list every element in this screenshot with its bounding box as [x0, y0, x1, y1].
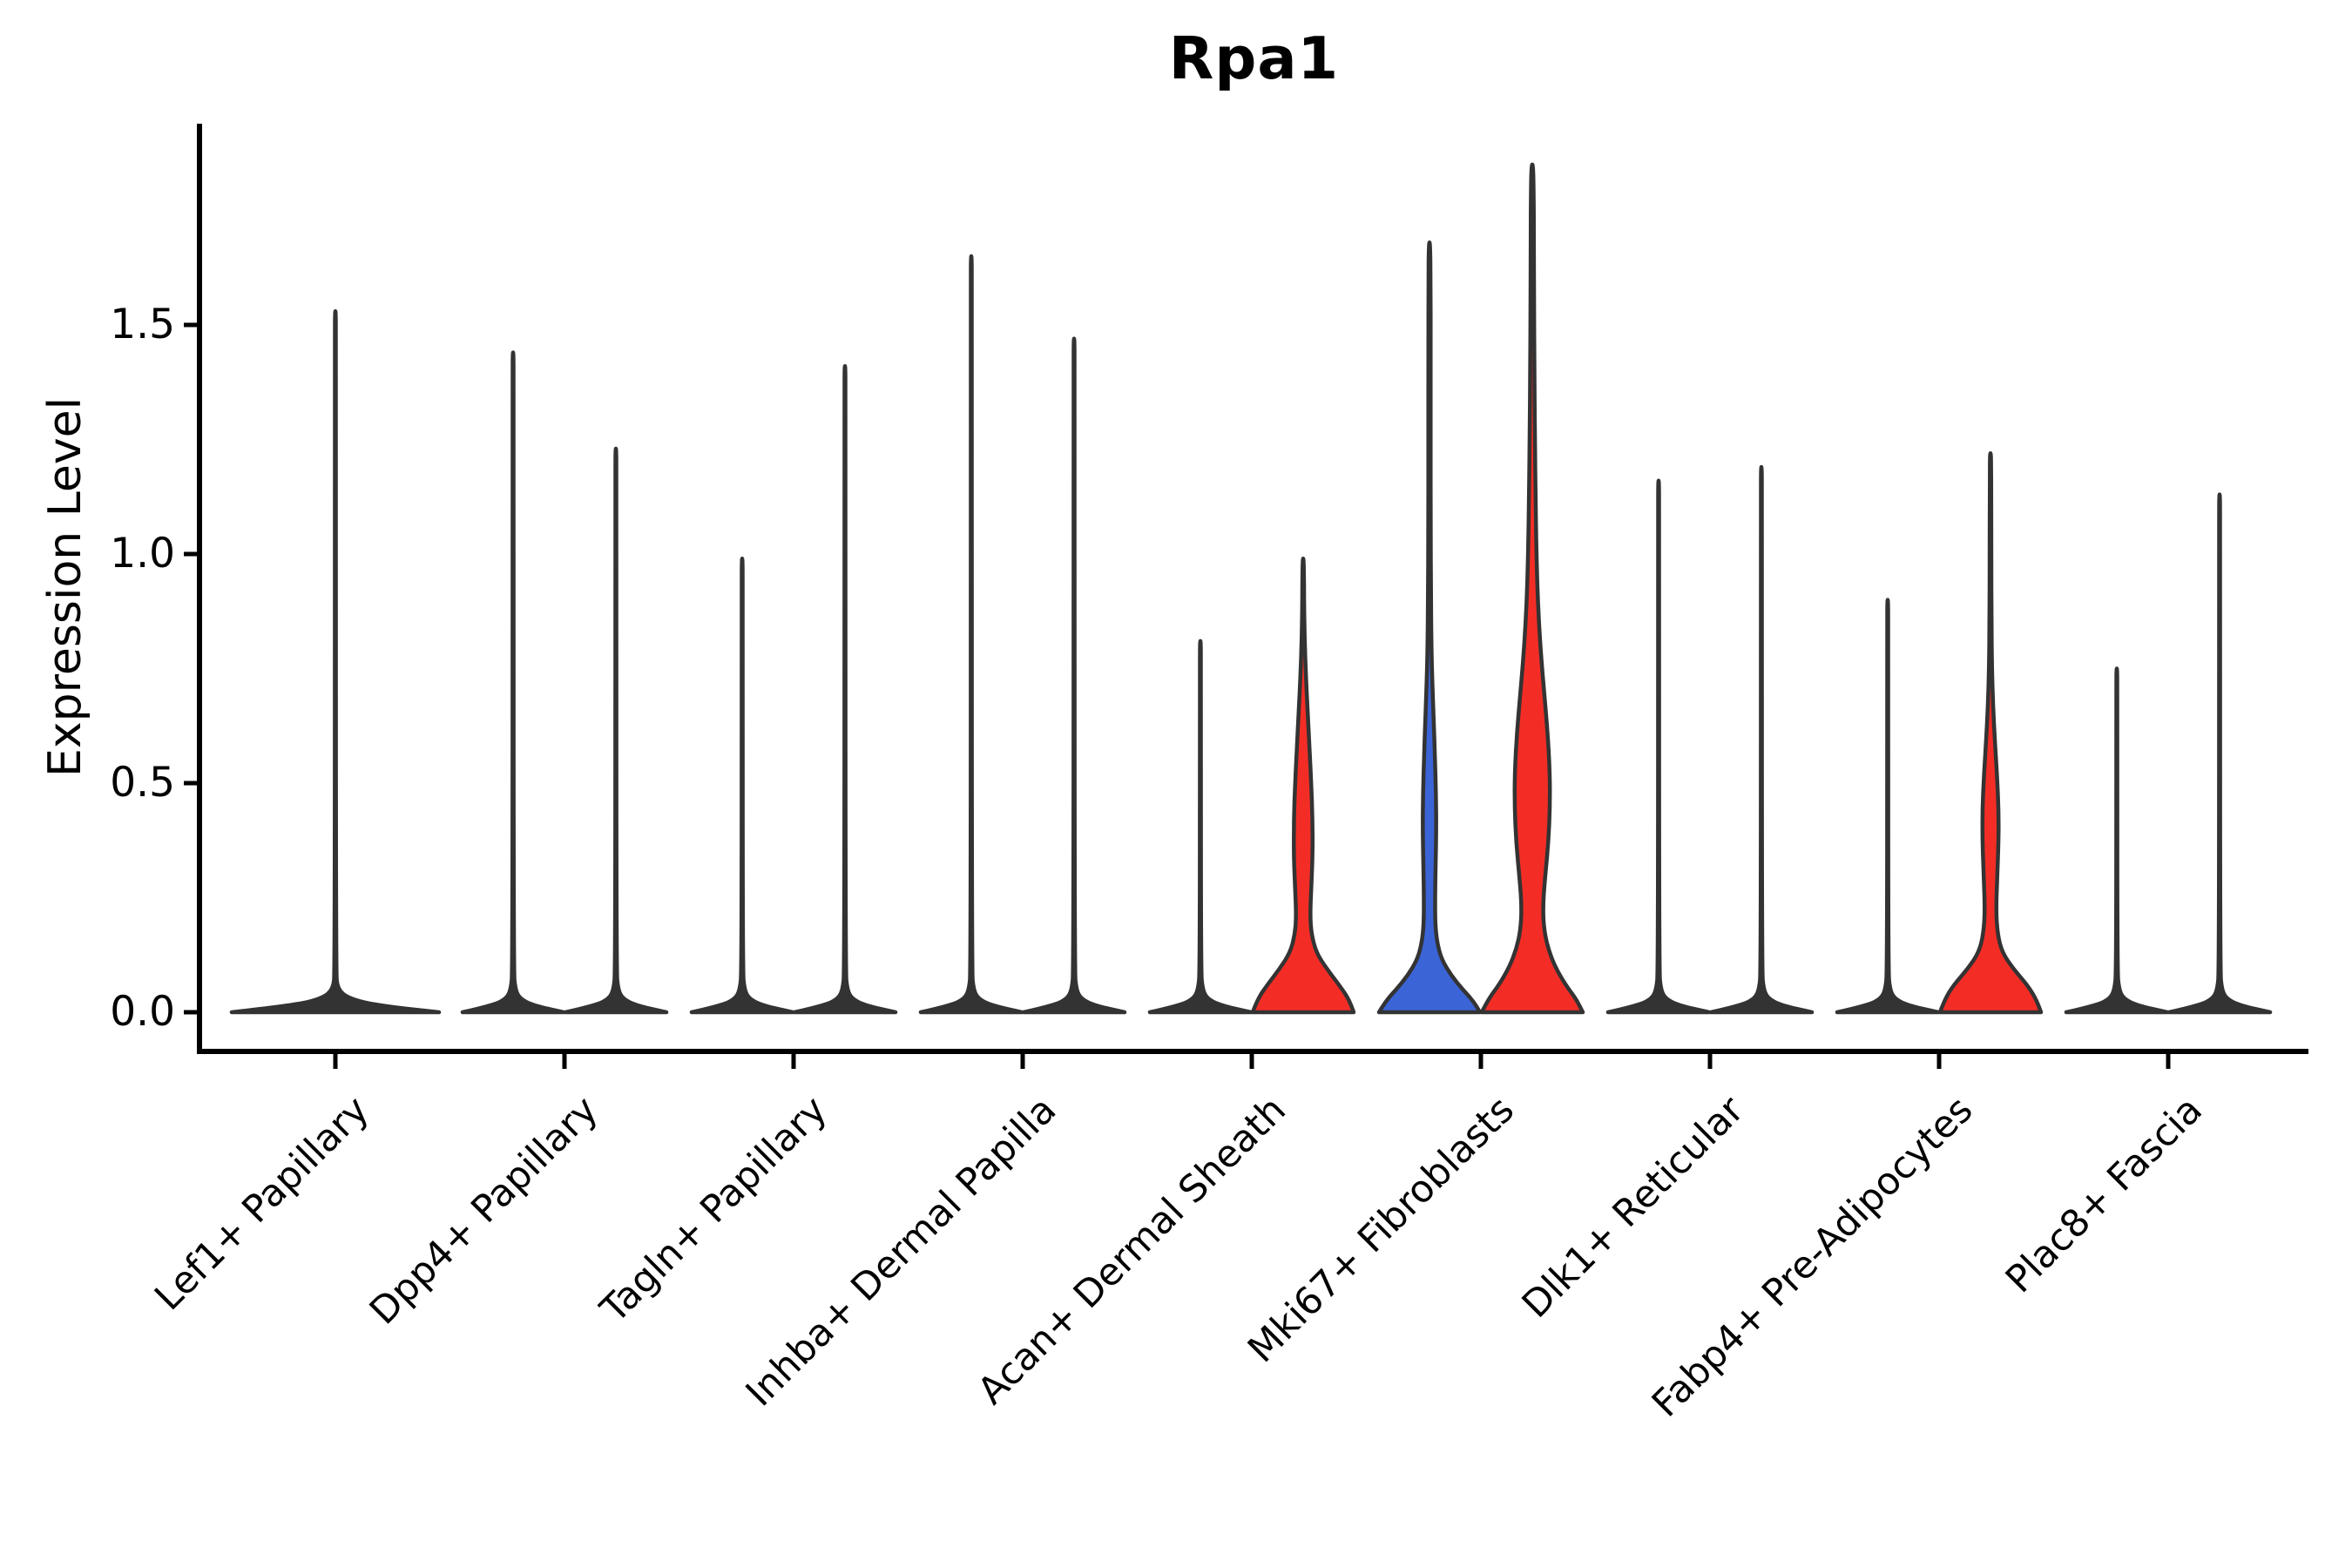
y-tick-mark	[184, 1010, 197, 1015]
violin-fabp4-left	[1835, 598, 1941, 1015]
plot-title: Rpa1	[1168, 24, 1340, 92]
violin-mki67-left	[1376, 240, 1483, 1015]
x-tick-mark	[1478, 1054, 1484, 1069]
violin-fabp4-right	[1937, 451, 2044, 1015]
violin-plac8-left	[2064, 666, 2170, 1015]
violin-lef1-single	[229, 308, 442, 1015]
y-tick-label: 1.5	[110, 301, 175, 348]
x-tick-mark	[562, 1054, 567, 1069]
violin-dpp4-right	[563, 446, 669, 1015]
violin-mki67-right	[1479, 162, 1585, 1015]
x-tick-mark	[333, 1054, 338, 1069]
y-axis-spine	[197, 124, 202, 1054]
x-tick-mark	[1707, 1054, 1713, 1069]
violin-inhba-right	[1021, 336, 1127, 1015]
x-tick-mark	[1020, 1054, 1025, 1069]
violin-tagln-left	[689, 557, 795, 1015]
violin-tagln-right	[792, 364, 898, 1015]
y-tick-label: 1.0	[110, 530, 175, 578]
y-tick-mark	[184, 551, 197, 557]
violin-dlk1-left	[1605, 478, 1712, 1015]
violin-acan-left	[1147, 639, 1254, 1015]
y-tick-mark	[184, 781, 197, 786]
y-tick-mark	[184, 322, 197, 328]
x-tick-mark	[1936, 1054, 1942, 1069]
x-tick-mark	[1249, 1054, 1254, 1069]
violin-plac8-right	[2166, 492, 2273, 1015]
violin-acan-right	[1250, 557, 1356, 1015]
x-tick-mark	[2166, 1054, 2171, 1069]
violin-dpp4-left	[460, 350, 566, 1015]
y-tick-label: 0.0	[110, 988, 175, 1036]
x-tick-mark	[791, 1054, 796, 1069]
violin-inhba-left	[918, 253, 1024, 1015]
x-axis-spine	[197, 1049, 2308, 1054]
violin-dlk1-right	[1708, 464, 1815, 1015]
y-tick-label: 0.5	[110, 759, 175, 807]
